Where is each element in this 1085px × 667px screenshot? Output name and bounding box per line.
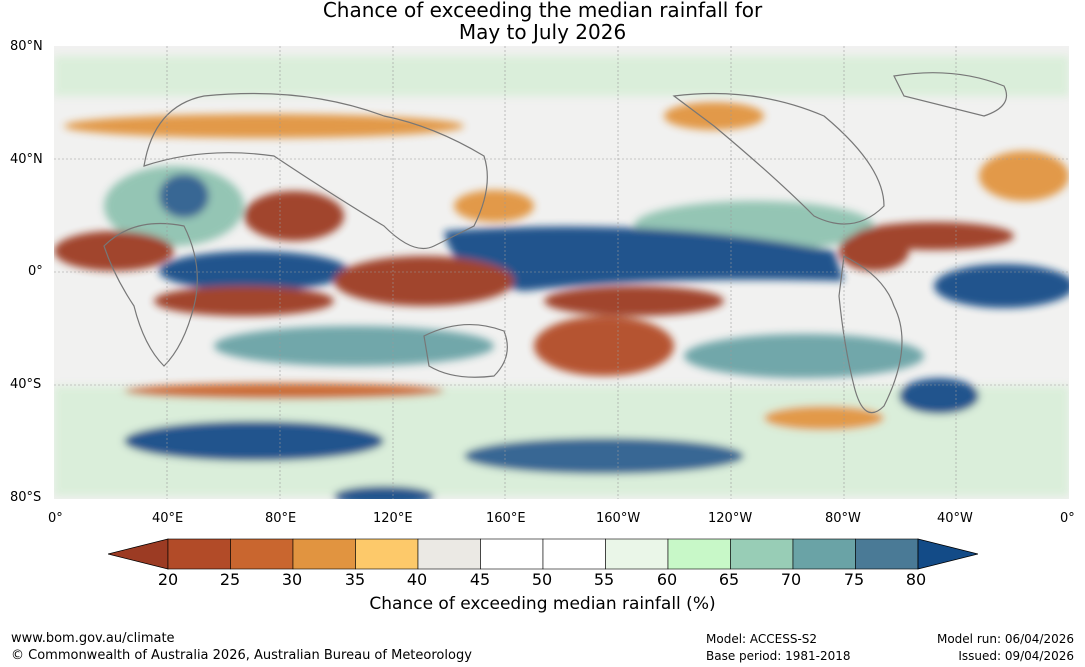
coastlines	[103, 72, 1008, 414]
colorbar-swatch	[855, 538, 919, 570]
footer-model: Model: ACCESS-S2	[706, 632, 818, 646]
lat-label-40s: 40°S	[10, 377, 42, 392]
colorbar-swatch	[542, 538, 606, 570]
colorbar-swatch	[292, 538, 356, 570]
map-title-line2: May to July 2026	[458, 20, 627, 44]
lat-label-40n: 40°N	[10, 152, 43, 167]
colorbar-tick: 20	[157, 570, 179, 589]
colorbar-tick: 25	[219, 570, 241, 589]
lon-label-120e: 120°E	[373, 511, 413, 526]
colorbar-swatch	[355, 538, 419, 570]
colorbar-tick: 55	[593, 570, 615, 589]
footer-model-run: Model run: 06/04/2026	[936, 632, 1074, 646]
colorbar-ticks: 20 25 30 35 40 45 50 55 60 65 70 75 80	[0, 570, 1085, 590]
colorbar-tick: 45	[469, 570, 491, 589]
lon-label-0-right: 0°	[1060, 511, 1075, 526]
colorbar-tick: 70	[780, 570, 802, 589]
lon-label-80e: 80°E	[265, 511, 297, 526]
lat-label-80n: 80°N	[10, 39, 43, 54]
colorbar-tick: 40	[406, 570, 428, 589]
lon-label-0-left: 0°	[48, 511, 63, 526]
colorbar-swatch	[917, 538, 978, 570]
colorbar-tick: 60	[656, 570, 678, 589]
footer-url: www.bom.gov.au/climate	[11, 631, 175, 646]
footer-copyright: © Commonwealth of Australia 2026, Austra…	[11, 648, 472, 663]
lon-label-160w: 160°W	[596, 511, 641, 526]
probability-regions	[54, 56, 1069, 499]
map-title-line1: Chance of exceeding the median rainfall …	[322, 0, 763, 22]
rainfall-map	[54, 46, 1069, 499]
colorbar-swatch	[167, 538, 231, 570]
colorbar-tick: 50	[531, 570, 553, 589]
lon-label-40e: 40°E	[152, 511, 184, 526]
colorbar-swatch	[730, 538, 794, 570]
graticule	[54, 46, 1069, 499]
footer-issued: Issued: 09/04/2026	[958, 649, 1074, 663]
colorbar-swatch	[230, 538, 294, 570]
colorbar-tick: 35	[344, 570, 366, 589]
footer-base-period: Base period: 1981-2018	[706, 649, 851, 663]
lat-label-80s: 80°S	[10, 490, 42, 505]
colorbar-label: Chance of exceeding median rainfall (%)	[369, 594, 716, 614]
colorbar-swatch	[667, 538, 731, 570]
colorbar-swatch	[480, 538, 544, 570]
colorbar-swatch	[417, 538, 481, 570]
colorbar	[108, 538, 978, 570]
colorbar-swatch	[605, 538, 669, 570]
lon-label-160e: 160°E	[486, 511, 526, 526]
colorbar-swatch	[108, 538, 169, 570]
colorbar-tick: 80	[905, 570, 927, 589]
lon-label-120w: 120°W	[708, 511, 753, 526]
colorbar-swatch	[792, 538, 856, 570]
lon-label-80w: 80°W	[825, 511, 861, 526]
lat-label-0: 0°	[28, 264, 43, 279]
colorbar-tick: 30	[281, 570, 303, 589]
lon-label-40w: 40°W	[937, 511, 973, 526]
colorbar-tick: 65	[718, 570, 740, 589]
colorbar-tick: 75	[843, 570, 865, 589]
